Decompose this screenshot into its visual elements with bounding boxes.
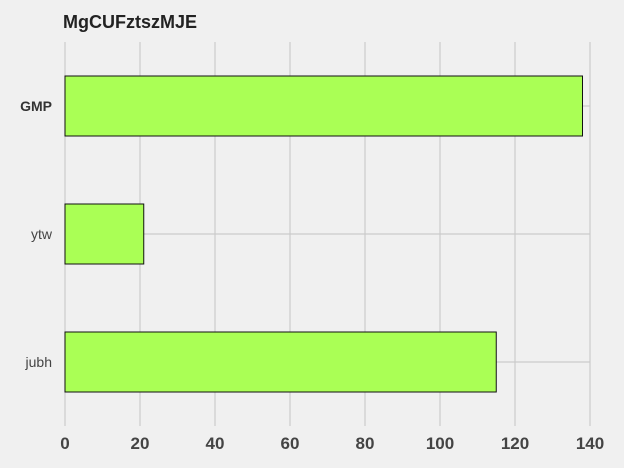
- y-tick-labels: GMP ytw jubh: [20, 98, 53, 370]
- x-tick-label: 140: [576, 434, 604, 453]
- y-tick-label: ytw: [31, 226, 53, 242]
- x-tick-label: 0: [60, 434, 69, 453]
- x-tick-label: 20: [131, 434, 150, 453]
- x-tick-label: 100: [426, 434, 454, 453]
- chart-title: MgCUFztszMJE: [63, 12, 197, 32]
- x-tick-label: 80: [356, 434, 375, 453]
- y-tick-label: GMP: [20, 98, 52, 114]
- x-tick-label: 60: [281, 434, 300, 453]
- bars: [64, 75, 583, 393]
- bar-ytw: [64, 203, 145, 265]
- x-tick-label: 40: [206, 434, 225, 453]
- x-tick-label: 120: [501, 434, 529, 453]
- bar-jubh: [64, 331, 497, 393]
- x-tick-labels: 0 20 40 60 80 100 120 140: [60, 434, 604, 453]
- y-tick-label: jubh: [25, 354, 52, 370]
- bar-GMP: [64, 75, 583, 137]
